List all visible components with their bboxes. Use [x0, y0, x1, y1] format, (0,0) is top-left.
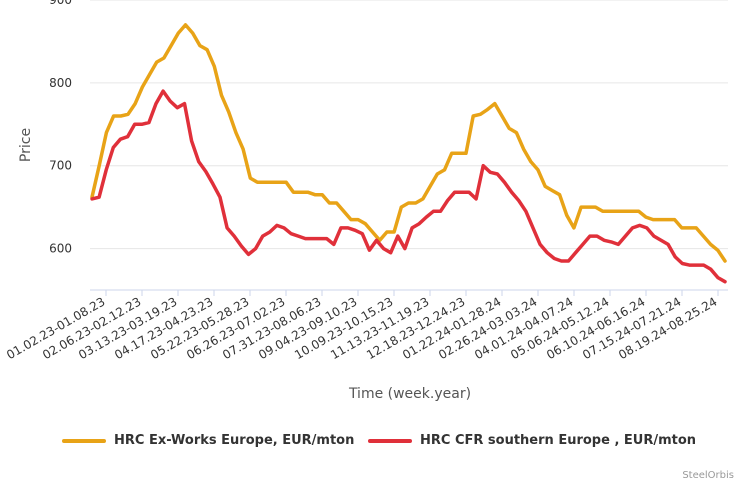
- legend-swatch-cfr: [368, 438, 412, 443]
- legend-label-exworks: HRC Ex-Works Europe, EUR/mton: [114, 433, 355, 448]
- y-tick-label: 800: [49, 76, 72, 90]
- y-axis-ticks: 600 700 800 900: [49, 0, 72, 256]
- series-lines: [90, 23, 727, 284]
- legend: HRC Ex-Works Europe, EUR/mton HRC CFR so…: [0, 433, 748, 457]
- legend-label-cfr: HRC CFR southern Europe , EUR/mton: [420, 433, 697, 448]
- series-line-cfr[interactable]: [90, 89, 727, 284]
- y-tick-label: 900: [49, 0, 72, 7]
- y-tick-label: 600: [49, 242, 72, 256]
- series-line-exworks[interactable]: [90, 23, 727, 263]
- y-tick-label: 700: [49, 159, 72, 173]
- y-axis-title: Price: [18, 128, 34, 162]
- x-axis-title: Time (week.year): [348, 386, 471, 402]
- grid-lines: [90, 0, 728, 250]
- legend-item-cfr[interactable]: HRC CFR southern Europe , EUR/mton: [368, 433, 696, 448]
- credits-label[interactable]: SteelOrbis: [682, 470, 734, 481]
- legend-item-exworks[interactable]: HRC Ex-Works Europe, EUR/mton: [62, 433, 354, 448]
- x-axis-ticks: 01.02.23-01.08.2302.06.23-02.12.2303.13.…: [4, 290, 720, 362]
- legend-swatch-exworks: [62, 438, 106, 443]
